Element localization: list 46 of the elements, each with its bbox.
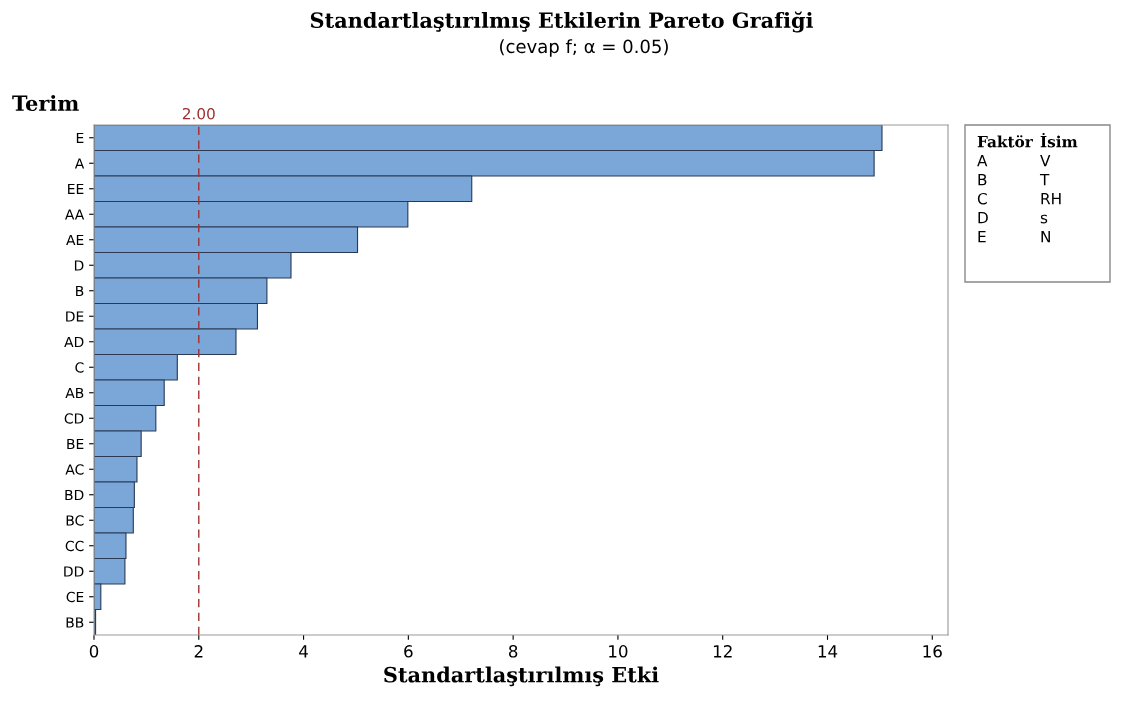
y-tick-label: DE [66, 311, 84, 322]
text: İsim [1040, 132, 1078, 148]
x-axis-title: Standartlaştırılmış Etki [384, 666, 659, 687]
y-tick-label: DD [64, 566, 84, 577]
text: N [1041, 231, 1050, 243]
x-tick-label: 0 [89, 645, 99, 658]
x-tick-label: 16 [923, 645, 942, 658]
ref-line-label: 2.00 [182, 107, 215, 120]
y-tick-label: CD [64, 413, 84, 424]
x-tick-label: 4 [299, 645, 308, 658]
x-tick-label: 14 [818, 645, 838, 658]
text: T [1039, 174, 1050, 186]
y-tick-label: BB [66, 617, 84, 628]
y-tick-label: AA [65, 209, 85, 220]
text: s [1040, 214, 1048, 224]
text: V [1040, 155, 1051, 167]
y-tick-label: D [74, 260, 84, 271]
x-tick-label: 2 [194, 645, 203, 658]
y-tick-label: AE [66, 234, 84, 246]
chart-title: Standartlaştırılmış Etkilerin Pareto Grafiği [310, 11, 813, 33]
y-tick-label: C [75, 362, 84, 373]
text: E [978, 231, 986, 243]
y-tick-label: AB [65, 387, 84, 399]
y-tick-label: CE [66, 591, 84, 603]
x-tick-label: 6 [404, 645, 413, 658]
text: C [977, 192, 987, 205]
y-tick-label: AD [64, 336, 84, 348]
chart-subtitle: (cevap f; α = 0.05) [500, 39, 668, 57]
y-tick-label: B [76, 285, 84, 297]
y-tick-label: BE [67, 438, 84, 450]
y-tick-label: BD [65, 489, 84, 501]
text: RH [1041, 193, 1061, 205]
y-tick-label: E [76, 132, 84, 144]
text: D [978, 212, 988, 224]
text: B [978, 174, 987, 186]
x-tick-label: 12 [713, 645, 732, 658]
y-tick-label: A [74, 158, 85, 169]
y-tick-label: AC [65, 464, 84, 475]
y-tick-label: CC [65, 540, 84, 552]
x-tick-label: 10 [609, 645, 628, 658]
y-tick-label: EE [68, 183, 84, 195]
y-axis-title: Terim [12, 94, 79, 112]
x-tick-label: 8 [508, 645, 518, 658]
text: Faktör [977, 135, 1033, 148]
text: A [977, 155, 988, 167]
y-tick-label: BC [66, 515, 84, 526]
